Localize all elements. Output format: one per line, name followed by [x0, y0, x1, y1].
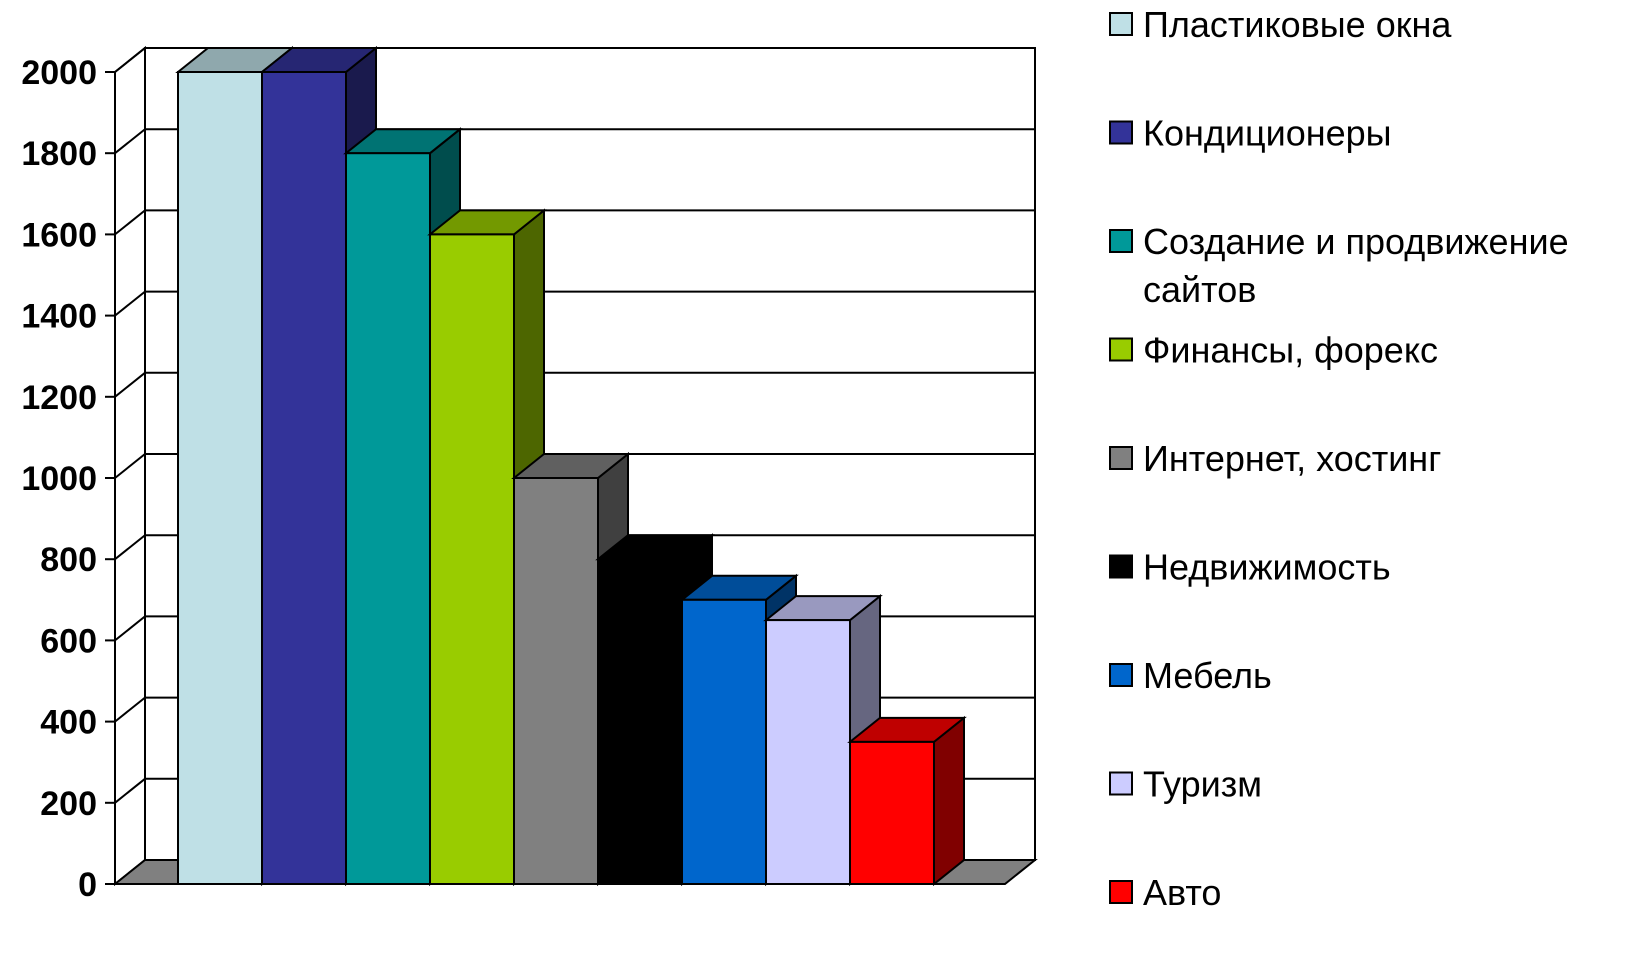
legend-item: Финансы, форекс [1109, 330, 1438, 371]
legend-label: Недвижимость [1143, 547, 1391, 588]
legend-item: Интернет, хостинг [1109, 438, 1441, 479]
bars [175, 45, 967, 887]
legend-label: Финансы, форекс [1143, 330, 1438, 371]
legend-item: Мебель [1109, 655, 1272, 696]
legend-swatch [1109, 120, 1133, 145]
legend-swatch [1109, 554, 1133, 579]
legend-label: Мебель [1143, 655, 1272, 696]
y-tick-label: 0 [78, 866, 97, 904]
legend-label: Кондиционеры [1143, 113, 1392, 154]
y-tick-label: 1000 [21, 460, 97, 498]
gridline [114, 534, 1035, 560]
bar [847, 715, 967, 887]
legend-item: Туризм [1109, 764, 1262, 805]
bar-front [429, 233, 515, 885]
y-tick-label: 2000 [21, 54, 97, 92]
bar-front [681, 598, 767, 885]
legend-swatch [1109, 229, 1133, 253]
legend-label: Интернет, хостинг [1143, 438, 1441, 479]
bar-front [765, 619, 851, 885]
bar-front [597, 558, 683, 885]
y-tick-label: 1600 [21, 216, 97, 254]
legend-swatch [1109, 337, 1133, 362]
legend-item: Создание и продвижение сайтов [1109, 221, 1569, 310]
legend-item: Кондиционеры [1109, 113, 1392, 154]
legend-swatch [1109, 12, 1133, 36]
gridline [114, 290, 1035, 317]
y-tick-label: 200 [40, 785, 97, 823]
bar-front [513, 477, 599, 885]
bar-front [261, 71, 347, 885]
bar-front [849, 740, 935, 886]
y-tick-label: 1400 [21, 298, 97, 336]
y-axis: 0 200 400 600 800 1000 1200 1400 1600 1800 2000 [21, 54, 116, 904]
legend-label: Туризм [1143, 764, 1262, 805]
gridline [114, 128, 1035, 154]
legend-label: Создание и продвижение [1143, 221, 1569, 262]
legend: Пластиковые окна Кондиционеры Создание и п… [1109, 4, 1569, 913]
legend-item: Пластиковые окна [1109, 4, 1452, 45]
y-tick-label: 1200 [21, 379, 97, 417]
gridline [114, 47, 1035, 73]
bar-side [933, 715, 965, 887]
legend-swatch [1109, 446, 1133, 470]
legend-swatch [1109, 663, 1133, 687]
y-tick-label: 400 [40, 704, 97, 742]
y-tick-label: 800 [40, 541, 97, 579]
legend-item: Авто [1109, 872, 1221, 913]
gridline [114, 453, 1035, 479]
y-tick-label: 600 [40, 622, 97, 660]
legend-label: сайтов [1143, 269, 1256, 310]
legend-swatch [1109, 880, 1133, 904]
legend-item: Недвижимость [1109, 547, 1391, 588]
legend-label: Пластиковые окна [1143, 4, 1452, 45]
y-tick-label: 1800 [21, 135, 97, 173]
gridline [114, 209, 1035, 236]
gridline [114, 371, 1035, 398]
legend-swatch [1109, 771, 1133, 796]
legend-label: Авто [1143, 872, 1221, 913]
bar-front [177, 71, 263, 885]
bar-front [345, 152, 431, 885]
